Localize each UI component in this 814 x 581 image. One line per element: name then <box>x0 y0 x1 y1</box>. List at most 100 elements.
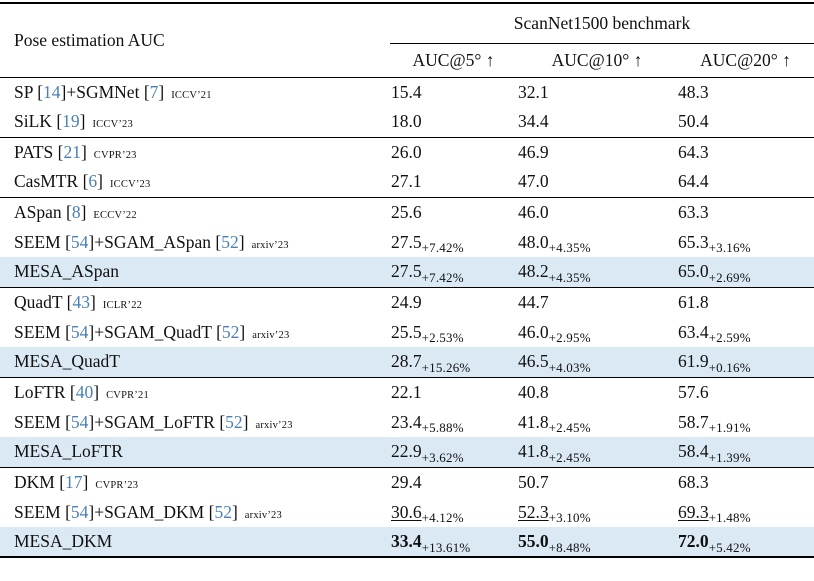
improvement-subscript: +2.59% <box>708 330 751 345</box>
improvement-subscript: +1.39% <box>708 449 751 465</box>
citation-link[interactable]: 54 <box>70 321 89 342</box>
table-row: MESA_DKM 33.4+13.61% 55.0+8.48% 72.0+5.42% <box>0 527 814 557</box>
table-row: CasMTR [6] ICCV’23 27.1 47.0 64.4 <box>0 167 814 197</box>
metric-cell: 22.1 <box>390 377 517 407</box>
metric-value: 48.2 <box>518 261 549 282</box>
metric-value: 61.8 <box>678 291 709 312</box>
metric-cell: 50.7 <box>517 467 677 497</box>
table-row: QuadT [43] ICLR’22 24.9 44.7 61.8 <box>0 287 814 317</box>
metric-value: 40.8 <box>518 381 549 402</box>
venue-tag: arxiv’23 <box>251 239 289 251</box>
venue-tag: ICCV’23 <box>109 179 151 191</box>
metric-value: 22.1 <box>391 381 422 402</box>
metric-cell: 22.9+3.62% <box>390 437 517 467</box>
metric-value: 48.0 <box>518 231 549 252</box>
metric-cell: 24.9 <box>390 287 517 317</box>
citation-link[interactable]: 21 <box>63 141 81 162</box>
venue-tag: ICCV’21 <box>171 89 212 101</box>
metric-cell: 63.4+2.59% <box>677 317 814 347</box>
table-row: SEEM [54]+SGAM_QuadT [52] arxiv’23 25.5+2.… <box>0 317 814 347</box>
metric-cell: 65.0+2.69% <box>677 257 814 287</box>
column-header-row: AUC@5° ↑ AUC@10° ↑ AUC@20° ↑ <box>0 43 814 77</box>
metric-cell: 26.0 <box>390 137 517 167</box>
metric-value: 47.0 <box>518 171 549 192</box>
improvement-subscript: +2.95% <box>548 330 591 345</box>
metric-cell: 58.4+1.39% <box>677 437 814 467</box>
metric-value: 57.6 <box>678 381 709 402</box>
citation-link[interactable]: 6 <box>88 171 98 192</box>
citation-link[interactable]: 17 <box>65 471 83 492</box>
venue-tag: ICCV’23 <box>92 119 133 131</box>
metric-value: 24.9 <box>391 291 422 312</box>
venue-tag: CVPR’21 <box>106 389 149 401</box>
metric-cell: 46.0 <box>517 197 677 227</box>
improvement-subscript: +13.61% <box>421 539 471 555</box>
metric-cell: 33.4+13.61% <box>390 527 517 557</box>
metric-value: 69.3 <box>678 501 709 522</box>
citation-link[interactable]: 54 <box>70 501 89 522</box>
metric-value: 55.0 <box>518 531 549 551</box>
table-corner-label: Pose estimation AUC <box>14 29 165 50</box>
metric-cell: 34.4 <box>517 107 677 137</box>
citation-link[interactable]: 40 <box>75 381 94 402</box>
improvement-subscript: +2.45% <box>548 449 591 465</box>
table-row: SiLK [19] ICCV’23 18.0 34.4 50.4 <box>0 107 814 137</box>
metric-cell: 30.6+4.12% <box>390 497 517 527</box>
improvement-subscript: +15.26% <box>421 359 471 375</box>
metric-value: 64.3 <box>678 141 709 162</box>
metric-cell: 23.4+5.88% <box>390 407 517 437</box>
metric-cell: 47.0 <box>517 167 677 197</box>
metric-cell: 18.0 <box>390 107 517 137</box>
metric-cell: 44.7 <box>517 287 677 317</box>
table-row: MESA_QuadT 28.7+15.26% 46.5+4.03% 61.9+0.16… <box>0 347 814 377</box>
citation-link[interactable]: 19 <box>62 111 80 132</box>
improvement-subscript: +4.12% <box>421 510 464 525</box>
metric-cell: 15.4 <box>390 77 517 107</box>
method-group-5: LoFTR [40] CVPR’21 22.1 40.8 57.6 SEEM [54]+S… <box>0 377 814 467</box>
metric-cell: 72.0+5.42% <box>677 527 814 557</box>
venue-tag: ICLR’22 <box>102 299 143 311</box>
metric-value: 46.0 <box>518 321 549 342</box>
venue-tag: CVPR’23 <box>95 479 139 491</box>
citation-link[interactable]: 54 <box>70 411 89 432</box>
citation-link[interactable]: 8 <box>71 201 81 222</box>
citation-link[interactable]: 52 <box>214 501 232 522</box>
method-cell: CasMTR [6] ICCV’23 <box>14 171 151 192</box>
metric-value: 58.4 <box>678 441 709 462</box>
method-cell: SP [14]+SGMNet [7] ICCV’21 <box>14 81 212 102</box>
citation-link[interactable]: 54 <box>70 231 89 252</box>
citation-link[interactable]: 52 <box>221 231 239 252</box>
metric-cell: 63.3 <box>677 197 814 227</box>
improvement-subscript: +5.88% <box>421 420 464 435</box>
metric-cell: 32.1 <box>517 77 677 107</box>
table-row: ASpan [8] ECCV’22 25.6 46.0 63.3 <box>0 197 814 227</box>
metric-cell: 64.3 <box>677 137 814 167</box>
metric-cell: 29.4 <box>390 467 517 497</box>
table-row: DKM [17] CVPR’23 29.4 50.7 68.3 <box>0 467 814 497</box>
citation-link[interactable]: 52 <box>225 411 243 432</box>
table-row: MESA_LoFTR 22.9+3.62% 41.8+2.45% 58.4+1.39% <box>0 437 814 467</box>
method-cell: SEEM [54]+SGAM_ASpan [52] arxiv’23 <box>14 231 289 252</box>
improvement-subscript: +5.42% <box>708 539 751 555</box>
metric-cell: 48.2+4.35% <box>517 257 677 287</box>
citation-link[interactable]: 14 <box>43 81 61 102</box>
metric-value: 50.7 <box>518 471 549 492</box>
citation-link[interactable]: 7 <box>149 81 159 102</box>
metric-value: 41.8 <box>518 411 549 432</box>
table-row: LoFTR [40] CVPR’21 22.1 40.8 57.6 <box>0 377 814 407</box>
metric-cell: 27.1 <box>390 167 517 197</box>
metric-cell: 69.3+1.48% <box>677 497 814 527</box>
metric-value: 65.3 <box>678 231 709 252</box>
metric-value: 50.4 <box>678 111 709 132</box>
metric-value: 27.5 <box>391 261 422 282</box>
citation-link[interactable]: 52 <box>221 321 240 342</box>
venue-tag: arxiv’23 <box>252 329 290 341</box>
metric-value: 64.4 <box>678 171 709 192</box>
improvement-subscript: +8.48% <box>548 539 591 555</box>
metric-cell: 41.8+2.45% <box>517 407 677 437</box>
venue-tag: ECCV’22 <box>93 209 137 221</box>
citation-link[interactable]: 43 <box>72 291 90 312</box>
metric-cell: 48.0+4.35% <box>517 227 677 257</box>
improvement-subscript: +7.42% <box>421 269 464 285</box>
metric-value: 27.5 <box>391 231 422 252</box>
